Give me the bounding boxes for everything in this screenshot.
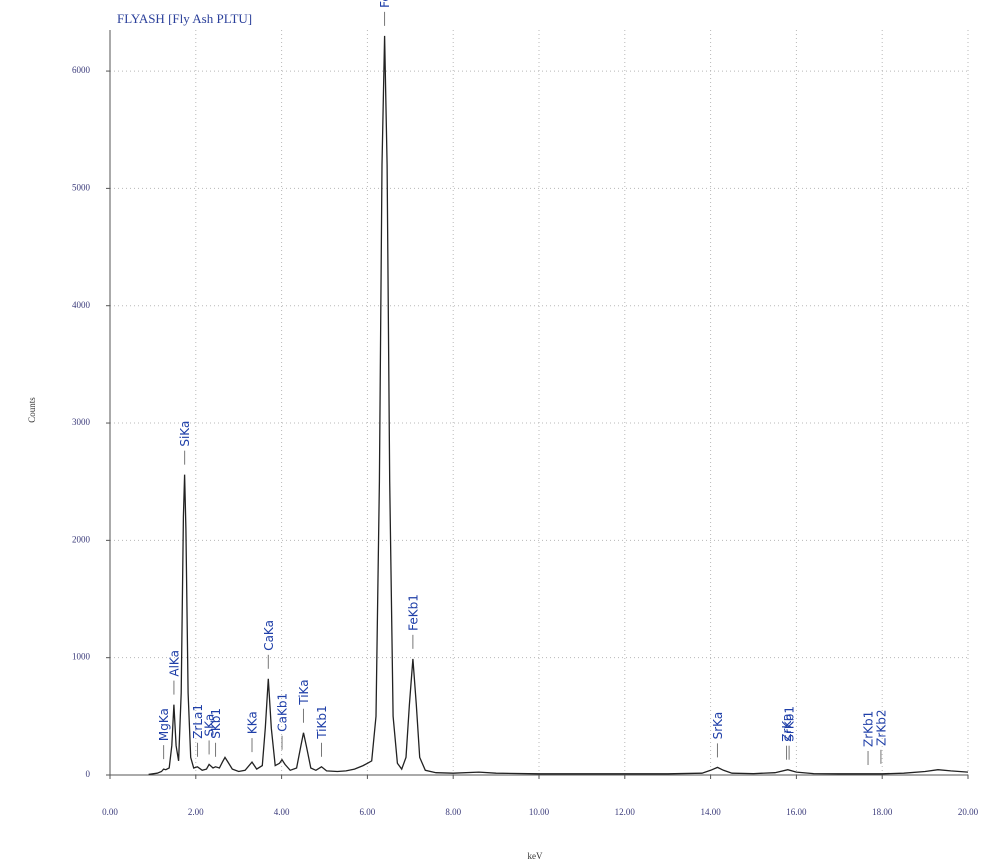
y-tick-label: 1000 <box>72 652 91 662</box>
peak-label: AlKa <box>167 650 181 677</box>
x-tick-label: 4.00 <box>274 807 290 817</box>
background <box>0 0 987 864</box>
x-tick-label: 0.00 <box>102 807 118 817</box>
peak-label: FeKb1 <box>406 594 420 631</box>
y-axis-label: Counts <box>27 397 37 423</box>
y-tick-label: 5000 <box>72 182 91 192</box>
x-tick-label: 18.00 <box>872 807 893 817</box>
peak-label: SiKa <box>178 421 192 447</box>
peak-label: ZrKb2 <box>874 710 888 746</box>
peak-label: CaKa <box>262 620 276 651</box>
peak-label: FeKa <box>378 0 392 8</box>
peak-label: SKb1 <box>209 708 223 739</box>
x-tick-label: 16.00 <box>786 807 807 817</box>
y-tick-label: 0 <box>86 769 91 779</box>
x-tick-label: 12.00 <box>615 807 636 817</box>
y-tick-label: 6000 <box>72 65 91 75</box>
peak-label: SrKa <box>711 712 725 740</box>
peak-label: TiKa <box>297 679 311 705</box>
x-tick-label: 14.00 <box>700 807 721 817</box>
chart: FLYASH [Fly Ash PLTU] Counts keV 0 1000 20… <box>0 0 987 864</box>
x-tick-label: 6.00 <box>360 807 376 817</box>
y-tick-label: 2000 <box>72 534 91 544</box>
peak-label: SrKb1 <box>783 706 797 742</box>
peak-label: TiKb1 <box>315 705 329 739</box>
x-tick-label: 8.00 <box>445 807 461 817</box>
chart-title: FLYASH [Fly Ash PLTU] <box>117 11 252 26</box>
x-axis-label: keV <box>528 851 543 861</box>
peak-label: CaKb1 <box>276 693 290 732</box>
x-tick-label: 2.00 <box>188 807 204 817</box>
peak-label: MgKa <box>157 708 171 741</box>
y-tick-label: 3000 <box>72 417 91 427</box>
x-tick-label: 10.00 <box>529 807 550 817</box>
peak-label: KKa <box>245 711 259 734</box>
x-tick-label: 20.00 <box>958 807 979 817</box>
y-tick-label: 4000 <box>72 300 91 310</box>
